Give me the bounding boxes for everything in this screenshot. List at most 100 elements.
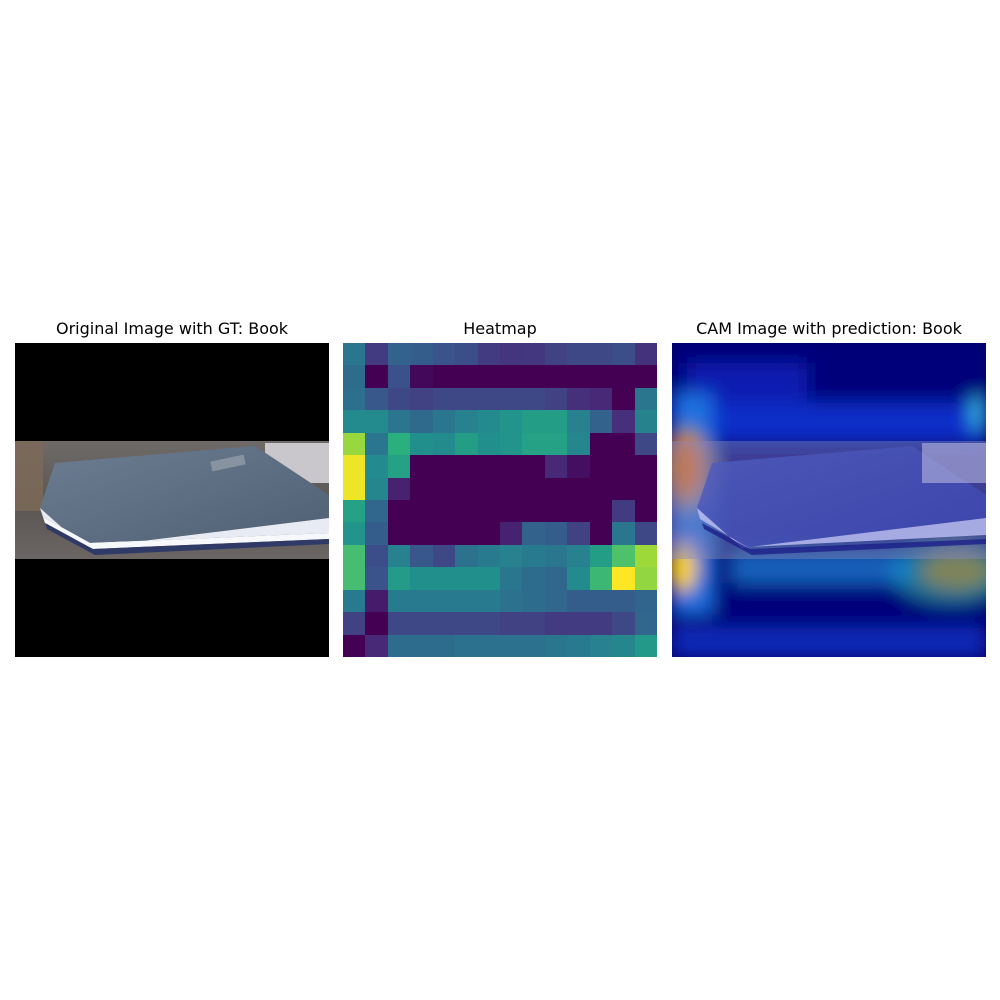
heatmap-cell [478, 612, 500, 635]
heatmap-cell [478, 410, 500, 433]
heatmap-cell [545, 545, 567, 567]
heatmap-cell [433, 410, 455, 433]
heatmap-cell [343, 635, 365, 657]
heatmap-cell [433, 590, 455, 612]
heatmap-cell [612, 410, 635, 433]
heatmap-cell [612, 590, 635, 612]
heatmap-cell [590, 478, 612, 500]
heatmap-cell [635, 388, 657, 410]
heatmap-cell [522, 522, 545, 545]
heatmap-cell [455, 567, 478, 590]
heatmap-cell [455, 410, 478, 433]
heatmap-cell [590, 567, 612, 590]
heatmap-cell [522, 500, 545, 522]
heatmap-cell [612, 522, 635, 545]
heatmap-cell [343, 455, 365, 478]
cam-overlay [672, 343, 986, 657]
heatmap-cell [410, 612, 433, 635]
heatmap-cell [343, 522, 365, 545]
heatmap-cell [388, 500, 410, 522]
heatmap-cell [388, 388, 410, 410]
heatmap-cell [567, 590, 590, 612]
heatmap-cell [343, 590, 365, 612]
heatmap-cell [410, 388, 433, 410]
heatmap-cell [388, 478, 410, 500]
heatmap-cell [612, 455, 635, 478]
heatmap-cell [343, 567, 365, 590]
heatmap-cell [500, 343, 522, 365]
heatmap-cell [388, 455, 410, 478]
heatmap-cell [478, 500, 500, 522]
heatmap-cell [545, 455, 567, 478]
heatmap-cell [545, 388, 567, 410]
heatmap-cell [567, 500, 590, 522]
heatmap-cell [567, 635, 590, 657]
heatmap-title: Heatmap [463, 319, 537, 338]
heatmap-cell [455, 455, 478, 478]
heatmap-cell [365, 612, 388, 635]
heatmap-cell [500, 365, 522, 388]
heatmap-cell [478, 388, 500, 410]
heatmap-cell [365, 567, 388, 590]
heatmap-cell [590, 635, 612, 657]
heatmap-cell [500, 612, 522, 635]
heatmap-cell [343, 388, 365, 410]
heatmap-cell [388, 343, 410, 365]
heatmap-cell [567, 410, 590, 433]
heatmap-cell [567, 365, 590, 388]
heatmap-cell [410, 410, 433, 433]
heatmap-cell [343, 500, 365, 522]
heatmap-cell [500, 635, 522, 657]
heatmap-cell [388, 635, 410, 657]
heatmap-cell [433, 433, 455, 455]
heatmap-cell [343, 545, 365, 567]
heatmap-cell [567, 478, 590, 500]
heatmap-cell [522, 590, 545, 612]
heatmap-cell [635, 567, 657, 590]
heatmap-cell [545, 410, 567, 433]
heatmap-cell [343, 410, 365, 433]
heatmap-cell [455, 343, 478, 365]
heatmap-cell [410, 433, 433, 455]
heatmap-cell [365, 590, 388, 612]
heatmap-cell [478, 455, 500, 478]
heatmap-cell [478, 567, 500, 590]
heatmap-cell [365, 500, 388, 522]
original-image-title: Original Image with GT: Book [55, 319, 289, 338]
heatmap-cell [500, 455, 522, 478]
heatmap-grid [343, 343, 657, 657]
heatmap-cell [433, 522, 455, 545]
heatmap-cell [612, 365, 635, 388]
heatmap-cell [545, 567, 567, 590]
heatmap-cell [522, 410, 545, 433]
heatmap-cell [478, 365, 500, 388]
heatmap-cell [612, 343, 635, 365]
heatmap-cell [365, 478, 388, 500]
heatmap-cell [343, 478, 365, 500]
heatmap-cell [478, 545, 500, 567]
heatmap-cell [612, 612, 635, 635]
heatmap-cell [410, 635, 433, 657]
heatmap-cell [365, 522, 388, 545]
heatmap-cell [635, 590, 657, 612]
heatmap-cell [635, 478, 657, 500]
heatmap-cell [612, 567, 635, 590]
heatmap-cell [567, 455, 590, 478]
heatmap-cell [388, 522, 410, 545]
heatmap-cell [500, 388, 522, 410]
heatmap-cell [612, 545, 635, 567]
heatmap-cell [365, 433, 388, 455]
heatmap-cell [500, 478, 522, 500]
heatmap-cell [433, 478, 455, 500]
cam-image-title: CAM Image with prediction: Book [696, 319, 962, 338]
original-image [15, 343, 329, 657]
heatmap-cell [500, 500, 522, 522]
heatmap-cell [545, 612, 567, 635]
heatmap-cell [635, 365, 657, 388]
heatmap-cell [590, 433, 612, 455]
heatmap-cell [590, 545, 612, 567]
heatmap-cell [635, 433, 657, 455]
heatmap-cell [343, 433, 365, 455]
heatmap-cell [590, 455, 612, 478]
heatmap-cell [388, 365, 410, 388]
